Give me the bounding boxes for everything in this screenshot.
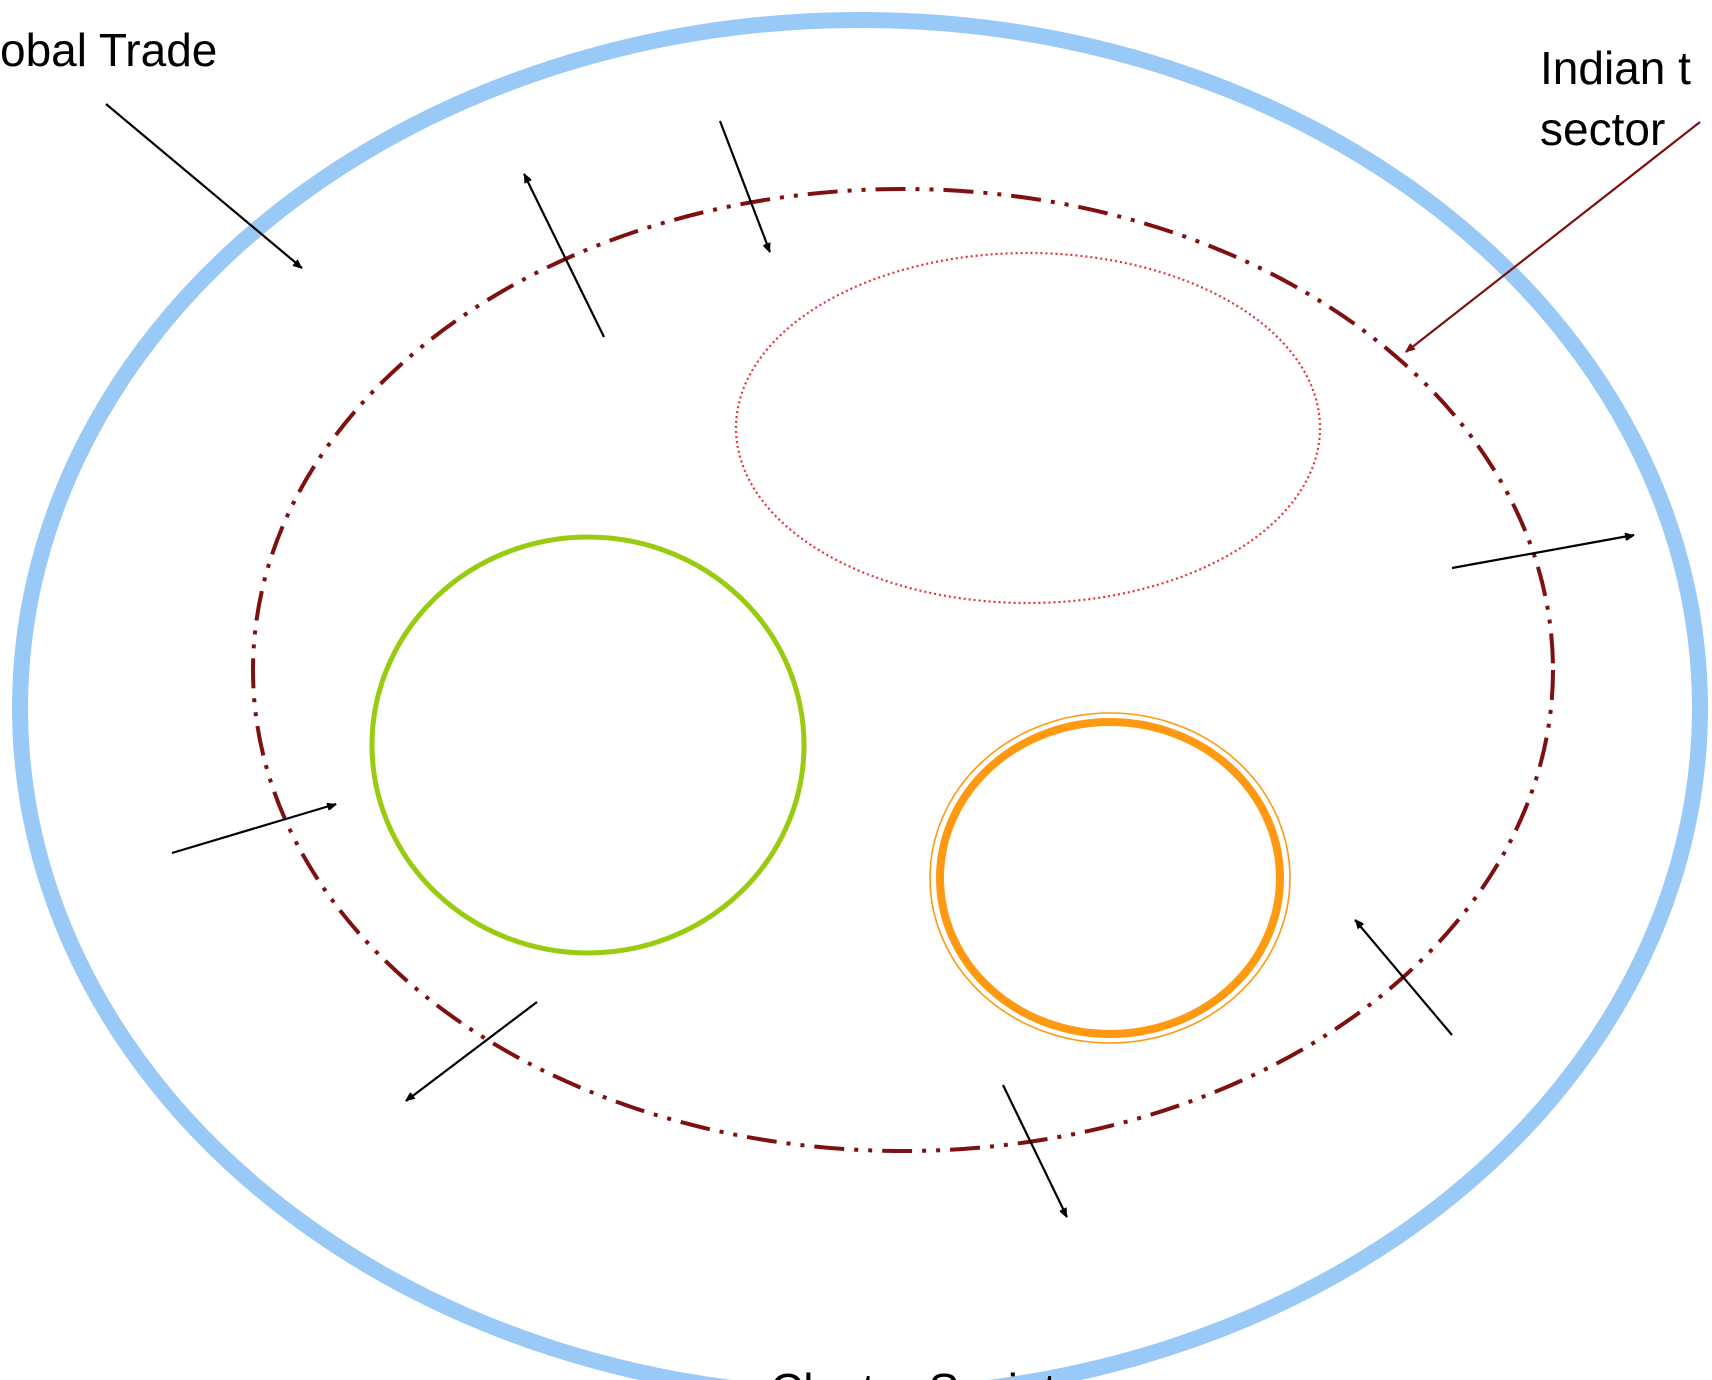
global-trade-pointer [105, 103, 303, 268]
indian-trade-label-line1: Indian t [1540, 42, 1691, 94]
global-trade-ring [12, 12, 1708, 1380]
dotted-ellipse [734, 251, 1322, 605]
arrow-left-in [171, 804, 336, 855]
orange-circle [929, 712, 1291, 1044]
indian-trade-pointer [1406, 121, 1701, 353]
arrow-top-in [718, 120, 772, 252]
arrow-right-out [1451, 535, 1634, 570]
arrow-bottom-right-in [1354, 920, 1453, 1036]
arrow-bottom-left-out [406, 1001, 538, 1102]
indian-trade-boundary [251, 187, 1555, 1153]
global-trade-label: obal Trade [0, 24, 217, 76]
green-circle [369, 534, 807, 956]
arrow-top-left-out [523, 174, 605, 338]
cluster-society-label: Cluster Society [770, 1364, 1079, 1380]
indian-trade-label-line2: sector [1540, 103, 1665, 155]
arrow-bottom-out [1002, 1084, 1068, 1217]
